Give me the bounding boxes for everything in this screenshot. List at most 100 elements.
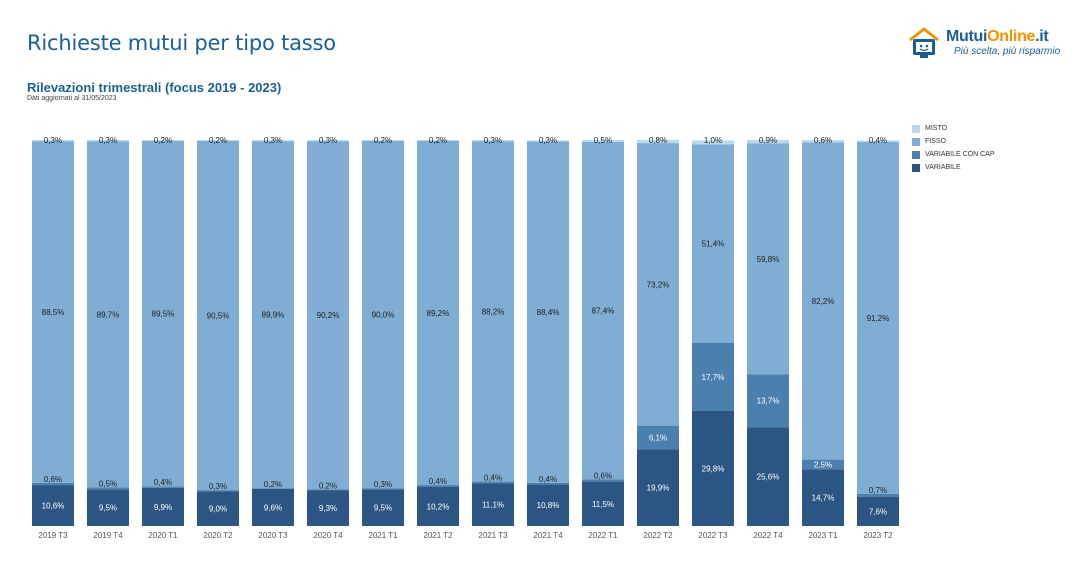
logo-tagline: Più scelta, più risparmio <box>954 46 1061 57</box>
data-label-variabile: 9,5% <box>99 504 117 513</box>
bar-segment-variabile <box>32 485 74 526</box>
data-label-misto: 0,8% <box>649 136 667 145</box>
legend-swatch <box>912 124 920 133</box>
data-label-fisso: 59,8% <box>757 255 780 264</box>
bar-segment-variabile_con_cap <box>197 490 239 492</box>
chart-legend: MISTO FISSO VARIABILE CON CAP VARIABILE <box>912 122 995 174</box>
data-label-variabile: 7,6% <box>869 507 887 516</box>
data-label-misto: 0,2% <box>154 136 172 145</box>
data-label-variabile_con_cap: 0,4% <box>484 474 502 483</box>
data-label-misto: 0,2% <box>374 136 392 145</box>
bar-segment-misto <box>87 140 129 142</box>
data-label-fisso: 90,2% <box>317 311 340 320</box>
bar-segment-fisso <box>417 140 459 486</box>
bar-segment-variabile <box>802 469 844 526</box>
bar-segment-misto <box>197 140 239 141</box>
logo-name-accent: Online <box>987 28 1036 45</box>
data-label-variabile_con_cap: 0,2% <box>264 480 282 489</box>
bar-stack <box>142 140 184 526</box>
data-label-misto: 0,5% <box>594 136 612 145</box>
data-label-fisso: 89,7% <box>97 310 120 319</box>
logo-wordmark: MutuiOnline.it <box>946 28 1049 46</box>
bar-stack <box>857 140 899 526</box>
data-label-fisso: 90,0% <box>372 310 395 319</box>
bar-segment-variabile_con_cap <box>802 459 844 470</box>
data-label-variabile: 10,2% <box>427 502 450 511</box>
data-label-variabile: 19,9% <box>647 484 670 493</box>
bar-segment-misto <box>472 140 514 142</box>
data-label-misto: 0,3% <box>484 136 502 145</box>
mutuionline-logo: MutuiOnline.it Più scelta, più risparmio <box>906 24 1066 64</box>
x-tick-label: 2022 T2 <box>643 531 673 540</box>
bar-segment-variabile <box>362 489 404 526</box>
bar-stack <box>417 140 459 526</box>
x-tick-label: 2020 T1 <box>148 531 178 540</box>
data-label-variabile_con_cap: 0,3% <box>374 480 392 489</box>
bar-segment-variabile <box>197 491 239 526</box>
bar-segment-fisso <box>87 141 129 488</box>
data-label-fisso: 88,2% <box>482 307 505 316</box>
data-label-variabile: 9,0% <box>209 505 227 514</box>
data-label-fisso: 90,5% <box>207 311 230 320</box>
bar-segment-variabile_con_cap <box>32 482 74 486</box>
legend-label: FISSO <box>925 138 947 145</box>
bar-stack <box>637 140 679 526</box>
data-label-variabile: 10,8% <box>537 501 560 510</box>
x-tick-label: 2022 T3 <box>698 531 728 540</box>
bar-segment-misto <box>417 140 459 141</box>
bar-stack <box>362 140 404 526</box>
bar-segment-misto <box>527 140 569 142</box>
bar-segment-variabile <box>692 410 734 526</box>
data-label-variabile: 9,3% <box>319 504 337 513</box>
x-tick-label: 2022 T1 <box>588 531 618 540</box>
bar-segment-variabile <box>747 427 789 526</box>
data-label-fisso: 82,2% <box>812 297 835 306</box>
bar-segment-variabile_con_cap <box>252 488 294 489</box>
data-label-variabile_con_cap: 0,5% <box>99 479 117 488</box>
bar-stack <box>802 140 844 526</box>
legend-item-misto: MISTO <box>912 122 995 135</box>
data-label-misto: 0,3% <box>539 136 557 145</box>
data-label-fisso: 89,5% <box>152 310 175 319</box>
x-tick-label: 2020 T3 <box>258 531 288 540</box>
x-tick-label: 2021 T4 <box>533 531 563 540</box>
data-label-fisso: 73,2% <box>647 280 670 289</box>
bar-segment-variabile <box>142 487 184 526</box>
x-tick-label: 2020 T2 <box>203 531 233 540</box>
bar-stack <box>692 140 734 526</box>
data-label-variabile: 14,7% <box>812 494 835 503</box>
legend-label: VARIABILE CON CAP <box>925 151 995 158</box>
legend-swatch <box>912 137 920 146</box>
bar-segment-variabile_con_cap <box>857 493 899 497</box>
data-label-variabile: 29,8% <box>702 464 725 473</box>
data-label-variabile: 11,5% <box>592 500 614 509</box>
bar-segment-variabile_con_cap <box>87 487 129 490</box>
logo-name-suffix: .it <box>1035 28 1049 45</box>
bar-segment-misto <box>252 140 294 142</box>
bar-segment-fisso <box>582 141 624 480</box>
data-label-variabile_con_cap: 0,3% <box>209 482 227 491</box>
data-label-fisso: 88,4% <box>537 308 560 317</box>
bar-segment-variabile_con_cap <box>307 489 349 491</box>
data-label-variabile_con_cap: 2,5% <box>814 460 832 469</box>
data-label-fisso: 88,5% <box>42 308 65 317</box>
bar-segment-variabile_con_cap <box>362 488 404 490</box>
x-tick-label: 2019 T4 <box>93 531 123 540</box>
bar-segment-variabile_con_cap <box>692 342 734 411</box>
legend-swatch <box>912 150 920 159</box>
data-label-variabile: 11,1% <box>482 501 504 510</box>
x-tick-label: 2021 T3 <box>478 531 508 540</box>
bar-segment-fisso <box>637 143 679 426</box>
data-label-fisso: 91,2% <box>867 314 890 323</box>
bar-stack <box>197 140 239 526</box>
bar-stack <box>252 140 294 526</box>
legend-item-variabile: VARIABILE <box>912 161 995 174</box>
data-label-variabile_con_cap: 0,4% <box>154 478 172 487</box>
bar-segment-fisso <box>362 140 404 489</box>
bar-stack <box>307 140 349 526</box>
data-label-misto: 0,3% <box>99 136 117 145</box>
data-label-variabile_con_cap: 0,4% <box>429 477 447 486</box>
bar-segment-variabile <box>637 449 679 526</box>
data-label-variabile_con_cap: 0,6% <box>44 475 62 484</box>
